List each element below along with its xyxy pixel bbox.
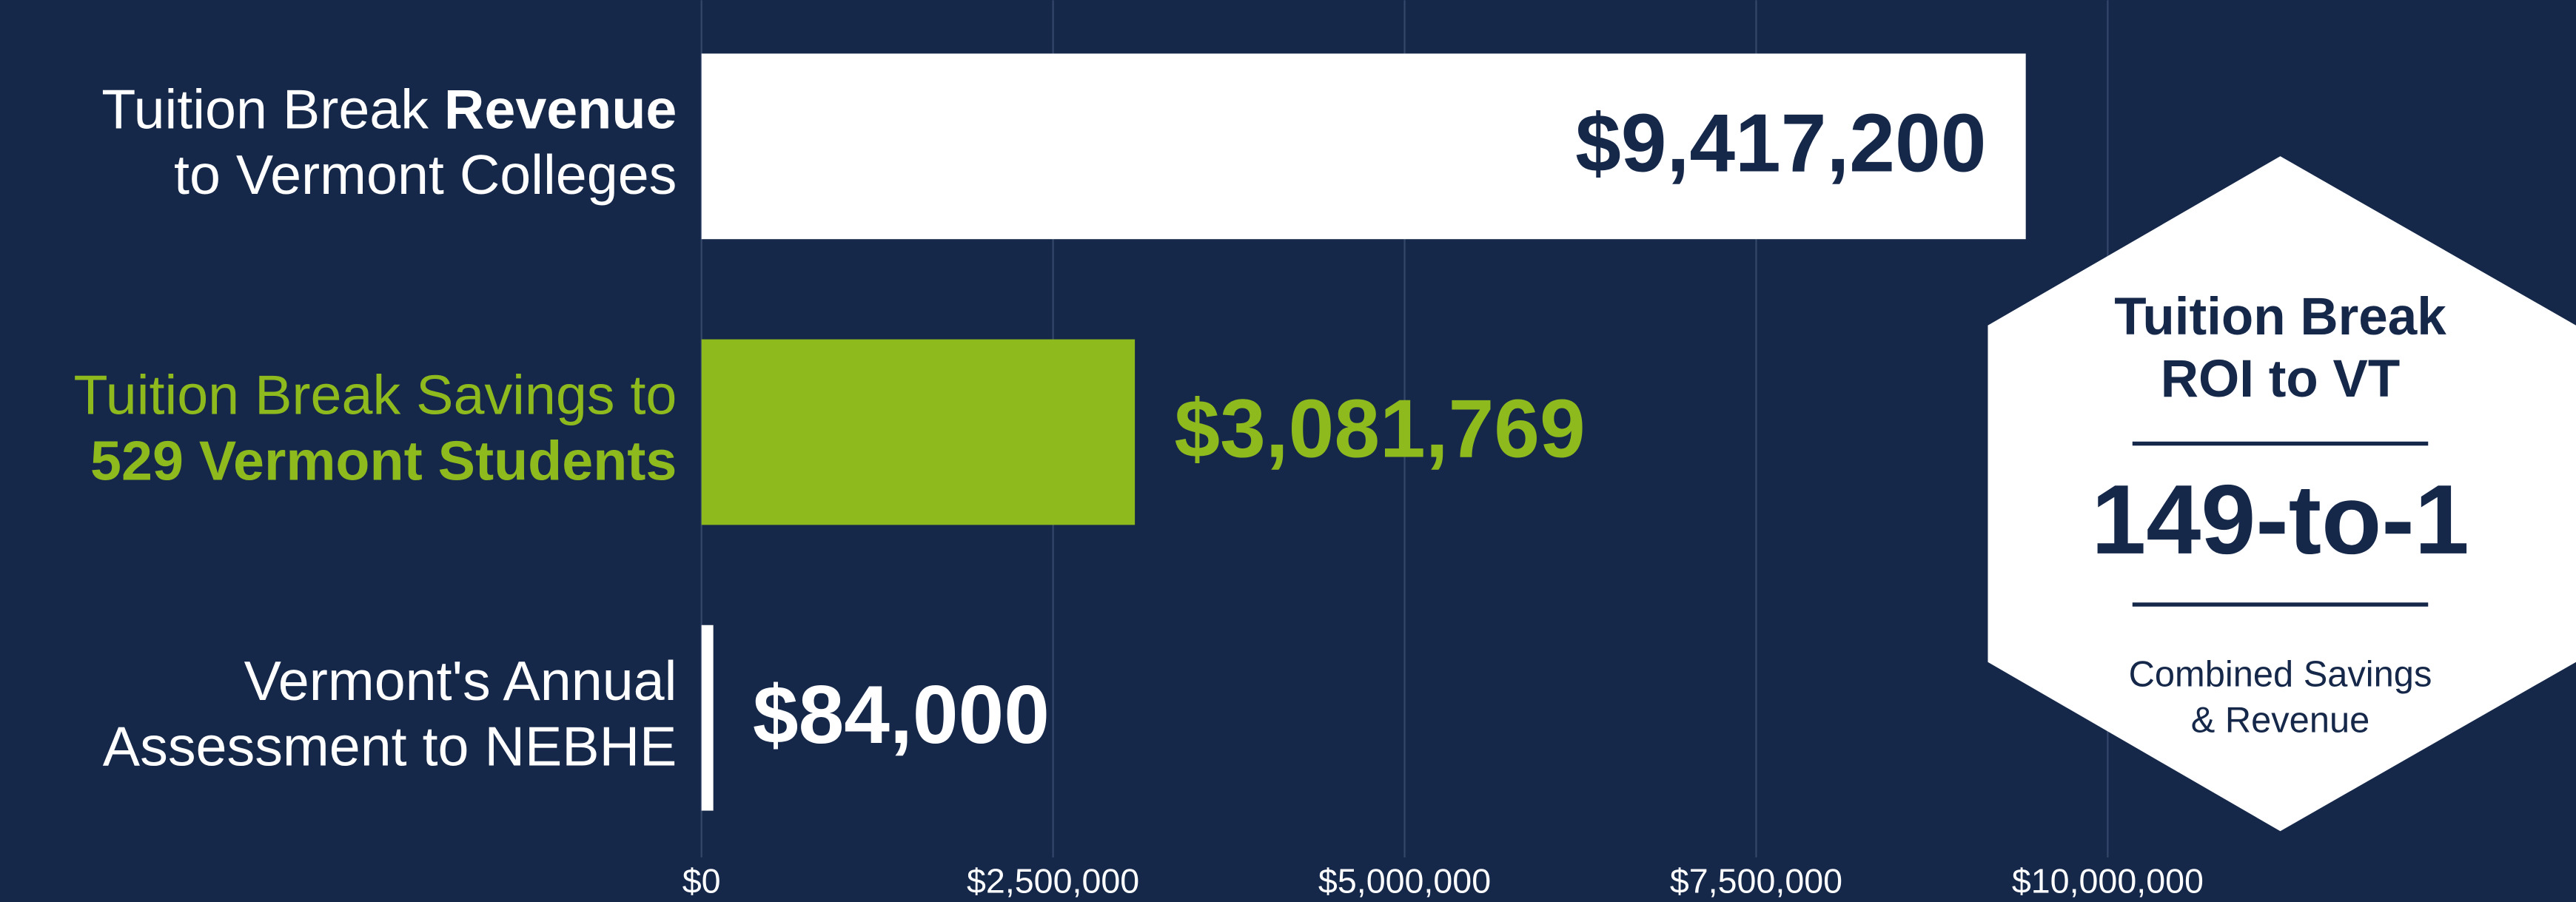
category-label-part: Revenue	[444, 78, 677, 140]
value-label: $9,417,200	[1575, 98, 1986, 189]
category-label-part: Tuition Break	[101, 78, 444, 140]
category-label: Tuition Break Revenue	[101, 78, 677, 140]
x-tick-label: $5,000,000	[1318, 862, 1491, 901]
callout-caption: & Revenue	[2191, 701, 2370, 741]
callout-value: 149-to-1	[2091, 465, 2469, 575]
bar	[701, 625, 714, 811]
category-label-part: Tuition Break Savings to	[74, 364, 677, 426]
callout-title: ROI to VT	[2161, 350, 2401, 408]
callout-hexagon	[1988, 156, 2576, 832]
bar	[701, 53, 2026, 240]
category-label-part: Vermont's Annual	[244, 650, 677, 712]
category-label-part: 529 Vermont Students	[90, 429, 677, 491]
bar	[701, 339, 1136, 525]
x-tick-label: $0	[682, 862, 721, 901]
category-label-part: to Vermont Colleges	[174, 144, 677, 206]
value-label: $3,081,769	[1174, 383, 1585, 475]
callout-title: Tuition Break	[2114, 288, 2446, 346]
x-tick-label: $7,500,000	[1670, 862, 1842, 901]
x-tick-label: $2,500,000	[967, 862, 1139, 901]
category-label: to Vermont Colleges	[174, 144, 677, 206]
callout-caption: Combined Savings	[2129, 655, 2432, 695]
value-label: $84,000	[753, 669, 1050, 761]
category-label-part: Assessment to NEBHE	[103, 715, 677, 777]
category-label: 529 Vermont Students	[90, 429, 677, 491]
category-label: Assessment to NEBHE	[103, 715, 677, 777]
category-label: Vermont's Annual	[244, 650, 677, 712]
x-tick-label: $10,000,000	[2012, 862, 2204, 901]
category-label: Tuition Break Savings to	[74, 364, 677, 426]
